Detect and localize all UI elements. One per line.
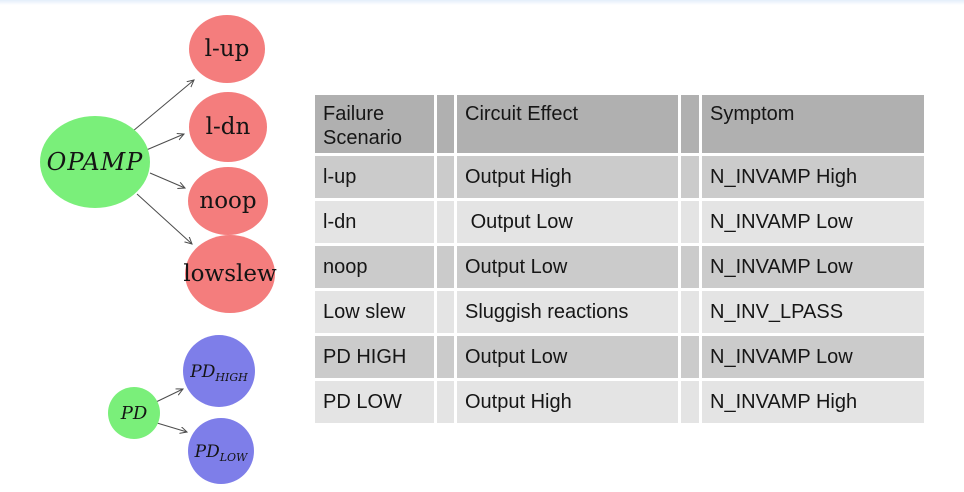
cell-spacer [437, 246, 454, 288]
header-failure-scenario: Failure Scenario [315, 95, 434, 153]
cell-spacer [437, 291, 454, 333]
edge-opamp-lup [132, 80, 194, 132]
cell-scenario: PD LOW [315, 381, 434, 423]
top-edge-highlight [0, 0, 964, 5]
node-pd-label: PD [120, 403, 148, 424]
cell-scenario: l-up [315, 156, 434, 198]
node-pd-high [183, 335, 255, 407]
cell-spacer [681, 201, 699, 243]
cell-spacer [437, 381, 454, 423]
cell-symptom: N_INVAMP High [702, 381, 924, 423]
cell-symptom: N_INV_LPASS [702, 291, 924, 333]
edge-pd-high [155, 389, 183, 403]
header-spacer-1 [437, 95, 454, 153]
header-circuit-effect: Circuit Effect [457, 95, 678, 153]
node-opamp [40, 116, 150, 208]
edge-opamp-noop [149, 172, 185, 188]
cell-symptom: N_INVAMP Low [702, 246, 924, 288]
cell-effect: Sluggish reactions [457, 291, 678, 333]
cell-symptom: N_INVAMP Low [702, 336, 924, 378]
cell-spacer [437, 336, 454, 378]
node-pd-high-label: PDHIGH [189, 362, 248, 384]
cell-spacer [681, 336, 699, 378]
cell-scenario: PD HIGH [315, 336, 434, 378]
node-l-dn [189, 92, 267, 162]
cell-spacer [681, 156, 699, 198]
opamp-edges [132, 80, 194, 244]
cell-effect: Output Low [457, 336, 678, 378]
cell-spacer [681, 246, 699, 288]
cell-scenario: noop [315, 246, 434, 288]
cell-effect: Output Low [457, 246, 678, 288]
edge-opamp-lowslew [136, 193, 192, 244]
cell-effect: Output High [457, 156, 678, 198]
cell-spacer [681, 291, 699, 333]
cell-effect: Output Low [457, 201, 678, 243]
node-l-up [189, 15, 265, 83]
node-noop-label: noop [199, 188, 256, 214]
node-lowslew-label: lowslew [183, 261, 277, 287]
node-pd [108, 387, 160, 439]
node-l-dn-label: l-dn [206, 114, 251, 140]
cell-spacer [437, 201, 454, 243]
node-pd-low [188, 418, 254, 484]
header-symptom: Symptom [702, 95, 924, 153]
node-pd-low-label: PDLOW [194, 442, 249, 464]
node-lowslew [185, 235, 275, 313]
node-l-up-label: l-up [205, 36, 250, 62]
edge-opamp-ldn [143, 134, 184, 152]
pd-edges [155, 389, 187, 432]
cell-effect: Output High [457, 381, 678, 423]
header-spacer-2 [681, 95, 699, 153]
node-opamp-label: OPAMP [47, 148, 144, 176]
fault-tree-diagram: OPAMP l-up l-dn noop lowslew PD PDHIGH P… [40, 15, 277, 484]
node-noop [188, 167, 268, 235]
cell-scenario: l-dn [315, 201, 434, 243]
cell-scenario: Low slew [315, 291, 434, 333]
cell-symptom: N_INVAMP Low [702, 201, 924, 243]
failure-scenario-table: Failure Scenario Circuit Effect Symptom … [315, 95, 924, 423]
cell-symptom: N_INVAMP High [702, 156, 924, 198]
cell-spacer [437, 156, 454, 198]
edge-pd-low [156, 422, 187, 432]
cell-spacer [681, 381, 699, 423]
